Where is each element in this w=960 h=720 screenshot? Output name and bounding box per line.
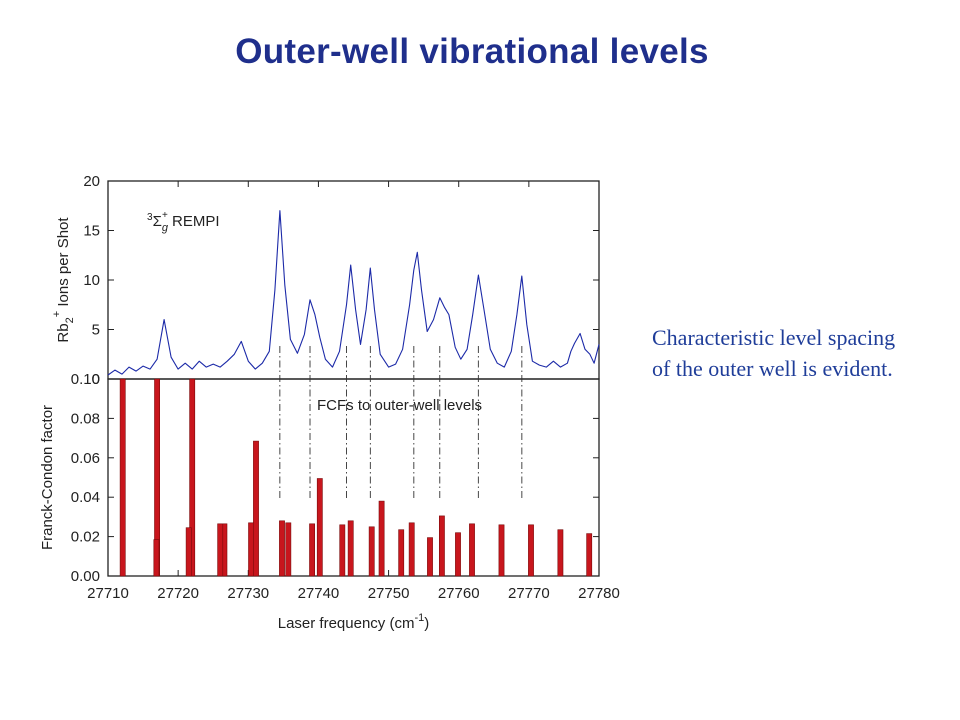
fcf-bar (557, 529, 564, 577)
fcf-bar (408, 522, 415, 577)
top-ytick-label: 5 (92, 322, 100, 339)
fcf-bar (185, 527, 192, 577)
bottom-xtick-label: 27770 (508, 585, 550, 602)
correspondence-lines (279, 346, 523, 500)
bottom-xtick-label: 27780 (578, 585, 620, 602)
fcf-bar (153, 539, 160, 577)
bottom-xtick-label: 27730 (227, 585, 269, 602)
fcf-bar (119, 378, 126, 577)
fcf-bar (368, 526, 375, 577)
bottom-ytick-label: 0.00 (71, 568, 100, 585)
rempi-panel: 0 5 10 15 20 Rb2+ Ions per Shot 3Σg+ REMPI (51, 173, 600, 388)
top-ytick-label: 15 (83, 223, 100, 240)
top-ytick-label: 10 (83, 272, 100, 289)
rempi-trace (107, 210, 600, 376)
fcf-bar (316, 478, 323, 577)
bottom-ytick-label: 0.06 (71, 450, 100, 467)
fcf-bar (455, 532, 461, 577)
rempi-annotation: 3Σg+ REMPI (147, 210, 220, 234)
bottom-xtick-label: 27760 (438, 585, 480, 602)
fcf-bar (217, 523, 224, 577)
top-ytick-label: 0 (92, 371, 100, 388)
bottom-ytick-label: 0.02 (71, 529, 100, 546)
bottom-xtick-label: 27750 (368, 585, 410, 602)
top-ytick-label: 20 (83, 173, 100, 190)
bottom-xlabel: Laser frequency (cm-1) (278, 612, 430, 632)
bottom-ytick-label: 0.08 (71, 410, 100, 427)
fcf-bar (339, 524, 346, 577)
bottom-xtick-label: 27710 (87, 585, 129, 602)
fcf-bar (469, 523, 475, 577)
slide-title: Outer-well vibrational levels (235, 32, 709, 71)
fcf-bar (253, 440, 259, 577)
top-ylabel: Rb2+ Ions per Shot (51, 217, 76, 343)
fcf-bar (347, 520, 354, 577)
fcf-bar (378, 500, 385, 577)
bottom-ytick-label: 0.10 (71, 371, 100, 388)
fcf-bar (528, 524, 534, 577)
fcf-bar (498, 524, 505, 577)
fcf-bar (248, 522, 254, 577)
top-plot-frame (107, 180, 600, 380)
fcf-bar (189, 378, 196, 577)
fcf-annotation: FCFs to outer-well levels (317, 397, 482, 414)
fcf-bar (279, 520, 285, 577)
bottom-xtick-label: 27720 (157, 585, 199, 602)
side-note: Characteristic level spacing of the oute… (652, 325, 896, 381)
fcf-bar (398, 529, 405, 577)
fcf-bar (285, 522, 292, 577)
bottom-ytick-label: 0.04 (71, 489, 100, 506)
fcf-bar (586, 533, 593, 577)
bottom-ylabel: Franck-Condon factor (39, 405, 56, 550)
bottom-xtick-label: 27740 (298, 585, 340, 602)
fcf-bar (438, 515, 445, 577)
fcf-bar (427, 537, 433, 577)
fcf-panel: 0.00 0.02 0.04 0.06 0.08 0.10 27710 27720 27730 2… (39, 371, 620, 632)
fcf-bar (309, 523, 315, 577)
